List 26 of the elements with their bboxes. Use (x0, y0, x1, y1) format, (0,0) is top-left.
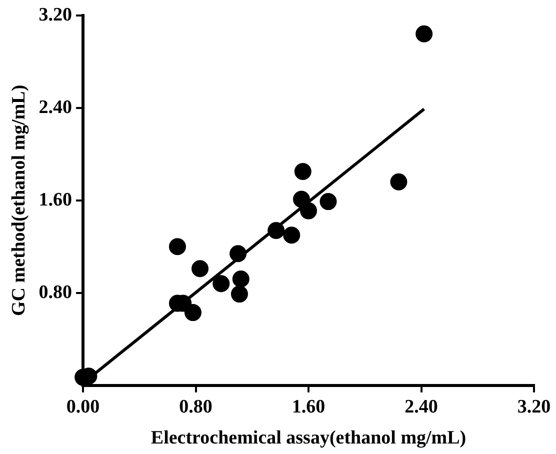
x-tick-label: 3.20 (517, 396, 551, 418)
point (300, 202, 318, 220)
point (168, 238, 186, 256)
point (184, 304, 202, 322)
point (294, 162, 312, 180)
point (192, 260, 209, 278)
point (212, 275, 230, 292)
point (230, 286, 248, 303)
point (283, 226, 300, 244)
point (292, 190, 310, 208)
point (320, 193, 337, 210)
x-tick-label: 0.00 (66, 396, 100, 418)
y-tick-label: 1.60 (38, 189, 72, 210)
y-tick-label: 0.80 (38, 282, 72, 303)
x-axis-title: Electrochemical assay(ethanol mg/mL) (150, 428, 466, 449)
point (416, 25, 433, 42)
point (268, 222, 285, 239)
point (390, 173, 408, 190)
point (230, 245, 247, 262)
x-tick-label: 0.80 (179, 396, 212, 418)
point (232, 270, 250, 288)
y-tick-label: 3.20 (38, 4, 72, 26)
y-tick-label: 2.40 (38, 96, 72, 118)
x-tick-label: 1.60 (292, 396, 326, 418)
x-tick-label: 2.40 (404, 396, 438, 418)
y-axis-title: GC method(ethanol mg/mL) (8, 84, 30, 316)
